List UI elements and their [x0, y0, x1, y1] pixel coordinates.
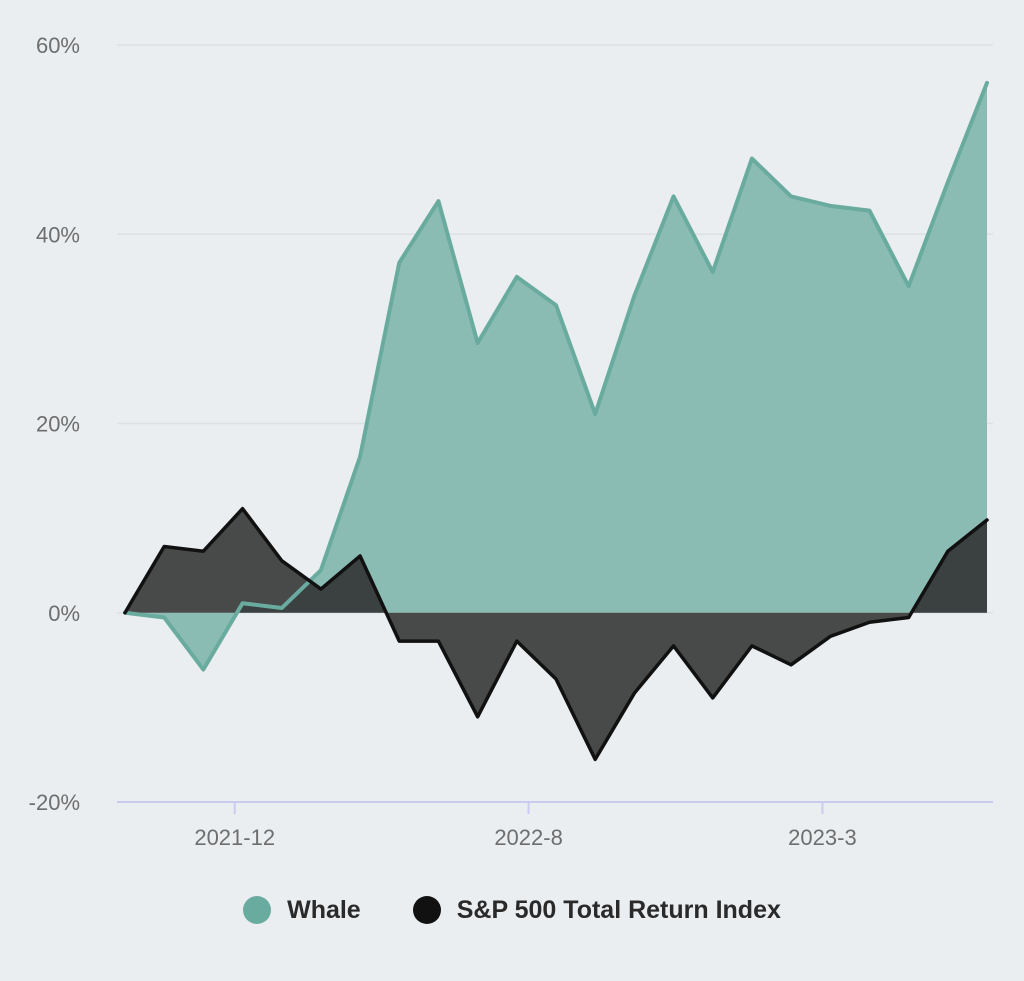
legend-marker-whale — [243, 896, 272, 924]
series-area-whale — [125, 82, 987, 670]
x-tick-label: 2021-12 — [194, 825, 275, 850]
y-tick-label: 0% — [48, 601, 80, 626]
series-line-sp500 — [123, 506, 989, 762]
series-area-sp500 — [125, 508, 987, 760]
series-line-whale — [123, 80, 989, 672]
chart-legend: Whale S&P 500 Total Return Index — [0, 890, 1024, 930]
legend-label-whale: Whale — [287, 895, 361, 924]
y-tick-label: -20% — [29, 790, 80, 815]
y-tick-label: 40% — [36, 222, 80, 247]
x-tick-label: 2022-8 — [494, 825, 563, 850]
x-tick-label: 2023-3 — [788, 825, 857, 850]
y-tick-label: 20% — [36, 412, 80, 437]
legend-label-sp500: S&P 500 Total Return Index — [456, 895, 781, 924]
legend-item-sp500[interactable]: S&P 500 Total Return Index — [412, 895, 781, 925]
legend-item-whale[interactable]: Whale — [243, 896, 361, 925]
legend-marker-sp500 — [412, 896, 441, 924]
y-tick-label: 60% — [36, 33, 80, 58]
chart-plot: -20% 0% 20% 40% 60% 2021-12 2022-8 2023-3 — [29, 33, 993, 850]
